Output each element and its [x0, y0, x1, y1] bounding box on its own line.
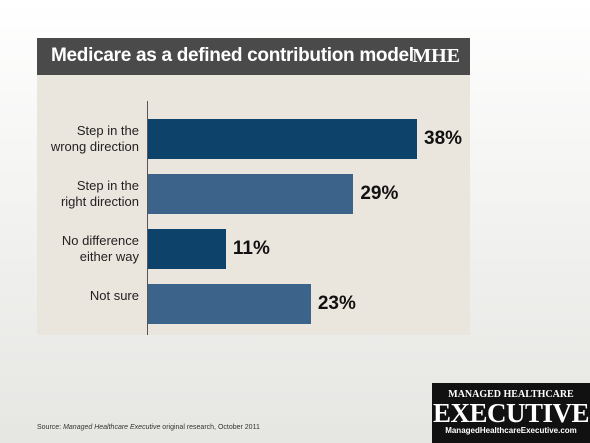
category-label: Step in the right direction: [60, 178, 139, 209]
value-label: 11%: [232, 238, 270, 259]
source-publication: Managed Healthcare Executive: [63, 424, 161, 431]
source: Source: Managed Healthcare Executive ori…: [37, 424, 260, 431]
bar: [148, 229, 226, 269]
category-label: Step in the wrong direction: [50, 123, 139, 154]
header: Medicare as a defined contribution model…: [37, 38, 470, 75]
chart-title: Medicare as a defined contribution model: [51, 45, 414, 66]
logo-main: Executive: [432, 398, 590, 428]
bar: [148, 284, 311, 324]
value-label: 38%: [424, 128, 463, 149]
source-suffix: original research, October 2011: [160, 424, 260, 431]
logo: Managed Healthcare Executive ManagedHeal…: [432, 383, 590, 443]
bar: [148, 174, 354, 214]
source-prefix: Source:: [37, 424, 64, 431]
brand: MHE: [412, 45, 460, 67]
logo-top: Managed Healthcare: [448, 389, 574, 400]
bar: [148, 119, 418, 159]
logo-url: ManagedHealthcareExecutive.com: [445, 426, 577, 435]
category-label: Not sure: [89, 288, 139, 303]
value-label: 29%: [360, 183, 399, 204]
category-label: No difference either way: [61, 233, 139, 264]
value-label: 23%: [317, 293, 356, 314]
axis-line: [147, 101, 148, 335]
